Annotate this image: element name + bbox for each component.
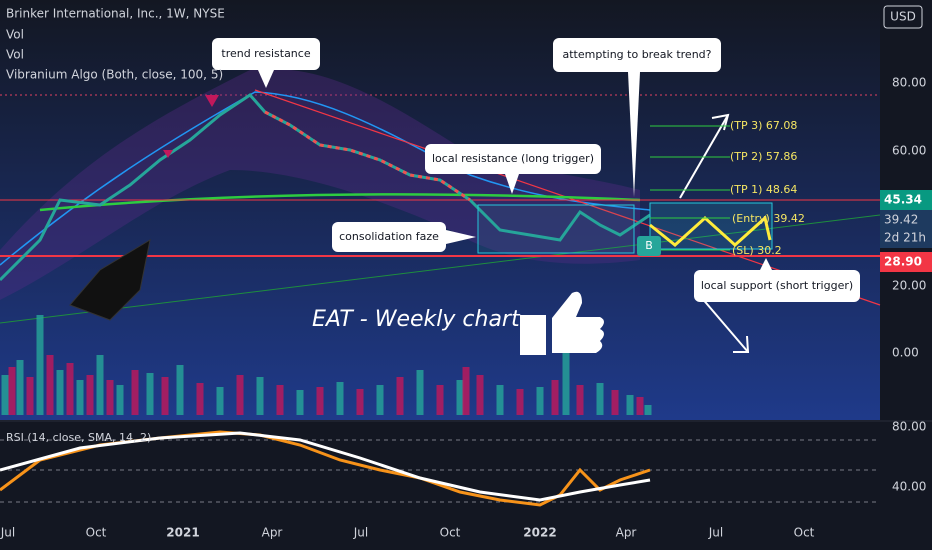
signal-marker [637, 236, 661, 256]
price-series [0, 93, 651, 282]
time-label: Oct [440, 526, 461, 540]
indicator: Vol [6, 28, 24, 42]
chart-title: Brinker International, Inc., 1W, NYSE [6, 7, 225, 21]
callout: attempting to break trend? [553, 38, 721, 197]
price-axis-label: 0.00 [892, 346, 919, 360]
indicator: Vol [6, 48, 24, 62]
time-label: Oct [86, 526, 107, 540]
price-tag [880, 210, 932, 248]
consolidation-box [477, 204, 635, 254]
target-label: (Entry) 39.42 [732, 212, 805, 225]
algo-band [0, 68, 640, 300]
callout: local resistance (long trigger) [425, 144, 601, 194]
price-series-down [264, 110, 471, 202]
note: trend resistance [221, 47, 310, 60]
price-tag-label: 39.42 [884, 213, 918, 227]
target-label: (SL) 30.2 [732, 244, 782, 257]
arrow-head [711, 113, 730, 131]
callout: consolidation faze [332, 222, 476, 252]
green-trend [39, 193, 641, 212]
target-label: (TP 2) 57.86 [730, 150, 797, 163]
currency-button[interactable] [883, 5, 923, 29]
price-tag-label: 28.90 [884, 255, 922, 269]
volume-down [8, 355, 644, 415]
projection [649, 215, 772, 248]
price-tag [880, 252, 932, 272]
plan-box [649, 202, 773, 250]
price-axis-label: 80.00 [892, 76, 926, 90]
price-axis-label: 20.00 [892, 279, 926, 293]
time-label: Apr [262, 526, 283, 540]
arrow-head [733, 335, 750, 353]
caption: EAT - Weekly chart [312, 307, 521, 332]
price-axis-label: 60.00 [892, 144, 926, 158]
time-label: Jul [353, 526, 368, 540]
callout: trend resistance [212, 38, 320, 88]
price-pane [0, 0, 880, 420]
support-trend [0, 214, 881, 324]
sell-markers [163, 95, 219, 158]
time-label: Jul [0, 526, 15, 540]
indicator: Vibranium Algo (Both, close, 100, 5) [6, 68, 223, 82]
price-tag [880, 190, 932, 210]
note: consolidation faze [339, 230, 439, 243]
currency[interactable]: USD [890, 10, 916, 24]
callout: local support (short trigger) [694, 258, 860, 302]
target-label: (TP 1) 48.64 [730, 183, 797, 196]
time-label: Apr [616, 526, 637, 540]
time-label: 2021 [166, 526, 199, 540]
time-label: 2022 [523, 526, 556, 540]
volume-up [1, 315, 652, 415]
target-label: (TP 3) 67.08 [730, 119, 797, 132]
rsi-axis-label: 80.00 [892, 420, 926, 434]
rocket-icon [69, 238, 151, 321]
note: attempting to break trend? [563, 48, 712, 61]
target-lines [650, 125, 730, 251]
thumbs-up-icon [520, 291, 604, 355]
signal-label: B [645, 239, 653, 252]
note: local resistance (long trigger) [432, 152, 594, 165]
countdown: 2d 21h [884, 231, 926, 245]
time-label: Oct [794, 526, 815, 540]
rsi-label: RSI (14, close, SMA, 14, 2) [6, 431, 151, 444]
rsi-axis-label: 40.00 [892, 480, 926, 494]
time-label: Jul [708, 526, 723, 540]
rsi-sma [0, 431, 651, 502]
price-tag-label: 45.34 [884, 193, 922, 207]
note: local support (short trigger) [701, 279, 853, 292]
